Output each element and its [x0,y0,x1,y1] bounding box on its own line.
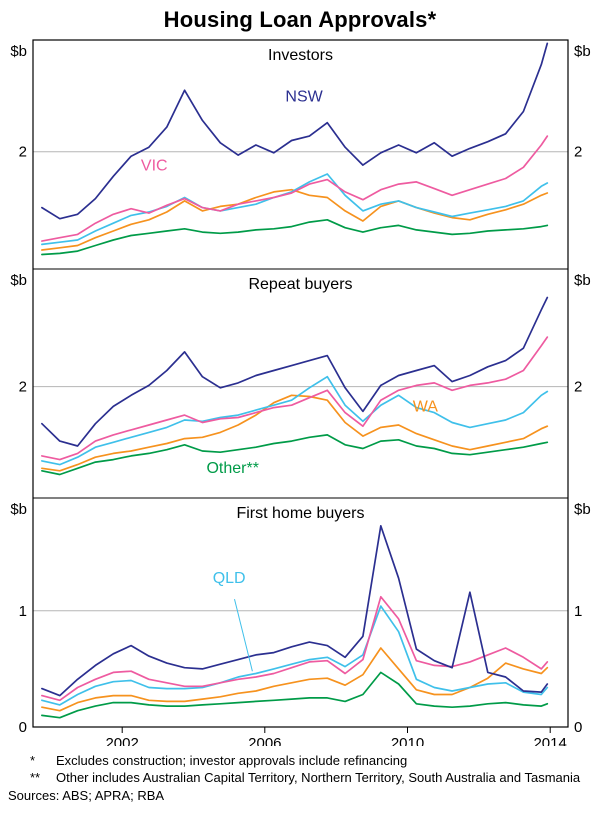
series-label-other: Other** [206,460,258,477]
series-line-wa [41,394,549,472]
chart-title: Housing Loan Approvals* [163,7,437,32]
series-line-qld [41,173,549,246]
panel-title: Investors [268,47,333,64]
series-line-wa [41,647,549,712]
series-label-wa: WA [413,398,439,415]
footnote: * Excludes construction; investor approva… [30,753,594,770]
x-tick-label: 2006 [248,735,281,746]
series-label-nsw: NSW [285,88,323,105]
y-axis-unit-right: $b [574,501,591,518]
y-tick-label: 2 [574,144,582,161]
y-tick-label: 2 [19,379,27,396]
series-label-qld: QLD [213,570,246,587]
y-tick-label: 0 [574,719,582,736]
series-line-nsw [41,42,549,220]
series-line-vic [41,336,549,461]
chart-frame [32,39,569,728]
panel-title: First home buyers [236,505,364,522]
y-axis-unit-right: $b [574,43,591,60]
y-tick-label: 0 [19,719,27,736]
series-line-other [41,671,549,719]
x-tick-label: 2014 [533,735,566,746]
sources-line: Sources: ABS; APRA; RBA [8,788,165,804]
y-tick-label: 1 [574,603,582,620]
y-axis-unit-left: $b [10,501,27,518]
footnote-text: Excludes construction; investor approval… [56,753,408,768]
panel-title: Repeat buyers [248,276,352,293]
series-line-vic [41,595,549,702]
y-axis-unit-left: $b [10,272,27,289]
footnote: ** Other includes Australian Capital Terr… [30,770,594,787]
y-axis-unit-right: $b [574,272,591,289]
series-label-vic: VIC [141,158,168,175]
y-tick-label: 1 [19,603,27,620]
x-tick-label: 2002 [105,735,138,746]
y-tick-label: 2 [574,379,582,396]
footnote-marker: ** [30,769,41,785]
series-line-wa [41,188,549,251]
x-tick-label: 2010 [391,735,424,746]
series-line-other [41,434,549,476]
series-line-qld [41,605,549,706]
footnote-text: Other includes Australian Capital Territ… [56,769,581,785]
y-axis-unit-left: $b [10,43,27,60]
series-line-vic [41,135,549,242]
y-tick-label: 2 [19,144,27,161]
series-line-qld [41,375,549,466]
series-line-nsw [41,296,549,447]
series-line-nsw [41,525,549,697]
housing-loan-approvals-chart: Investors $b $b 2 2 NSW VIC Repeat buyers $b $b 2 2… [10,39,591,752]
footnote-marker: * [30,753,36,768]
footnotes: * Excludes construction; investor approva… [0,751,600,786]
annotation-leader [234,598,253,672]
series-line-other [41,218,549,256]
